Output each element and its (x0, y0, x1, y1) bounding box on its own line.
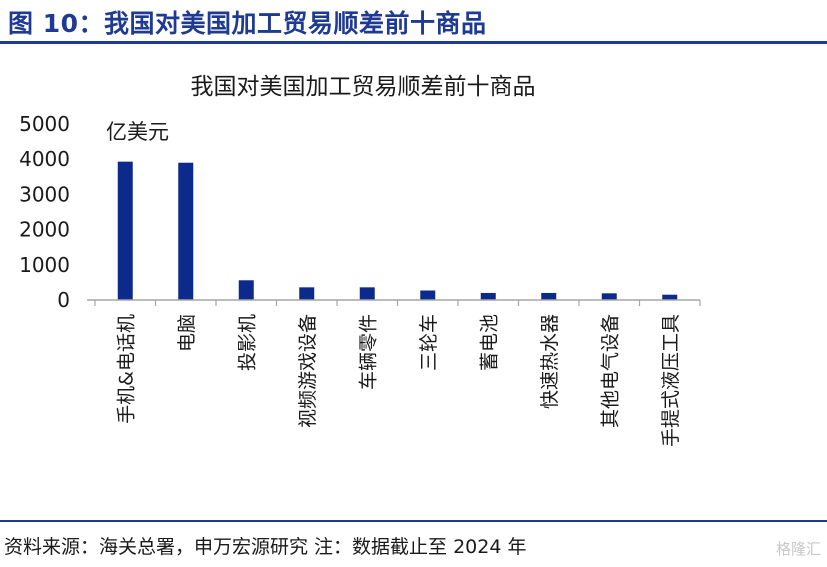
x-axis-labels: 手机&电话机 电脑 投影机 视频游戏设备 车辆零件 三轮车 蓄电池 快速热水器 其他电气设备 手提… (115, 314, 682, 447)
x-category-label: 车辆零件 (357, 314, 379, 390)
x-axis-ticks (94, 300, 701, 306)
y-tick-label: 3000 (19, 182, 70, 206)
x-category-label: 手机&电话机 (115, 314, 137, 424)
watermark-logo: 格隆汇 (775, 540, 821, 558)
y-tick-label: 5000 (19, 112, 70, 136)
bar-10 (662, 294, 678, 300)
bar-2 (178, 162, 194, 300)
x-category-label: 三轮车 (418, 314, 440, 371)
x-category-label: 视频游戏设备 (297, 314, 319, 428)
y-tick-label: 4000 (19, 147, 70, 171)
unit-label: 亿美元 (106, 120, 169, 144)
source-note: 资料来源：海关总署，申万宏源研究 注：数据截止至 2024 年 (4, 536, 527, 558)
bar-1 (117, 161, 133, 300)
bar-7 (480, 292, 496, 300)
chart-title: 我国对美国加工贸易顺差前十商品 (191, 74, 536, 100)
footer-rule (0, 520, 827, 522)
bar-9 (601, 293, 617, 300)
bars (117, 161, 678, 300)
bar-4 (299, 287, 315, 300)
x-category-label: 投影机 (236, 314, 258, 371)
x-category-label: 其他电气设备 (599, 314, 621, 428)
y-tick-label: 0 (57, 288, 70, 312)
x-category-label: 手提式液压工具 (660, 314, 682, 447)
y-tick-label: 1000 (19, 253, 70, 277)
y-axis-ticks: 0 1000 2000 3000 4000 5000 (19, 112, 70, 312)
bar-3 (238, 280, 254, 300)
bar-5 (359, 287, 375, 300)
figure-title: 图 10：我国对美国加工贸易顺差前十商品 (8, 9, 487, 38)
x-category-label: 蓄电池 (478, 314, 500, 371)
y-tick-label: 2000 (19, 218, 70, 242)
bar-8 (541, 292, 557, 300)
header-rule (0, 41, 827, 44)
x-category-label: 快速热水器 (539, 314, 561, 409)
bar-6 (420, 290, 436, 300)
bar-chart: 我国对美国加工贸易顺差前十商品 亿美元 0 1000 2000 3000 4000 500… (19, 74, 701, 447)
x-category-label: 电脑 (176, 314, 198, 352)
